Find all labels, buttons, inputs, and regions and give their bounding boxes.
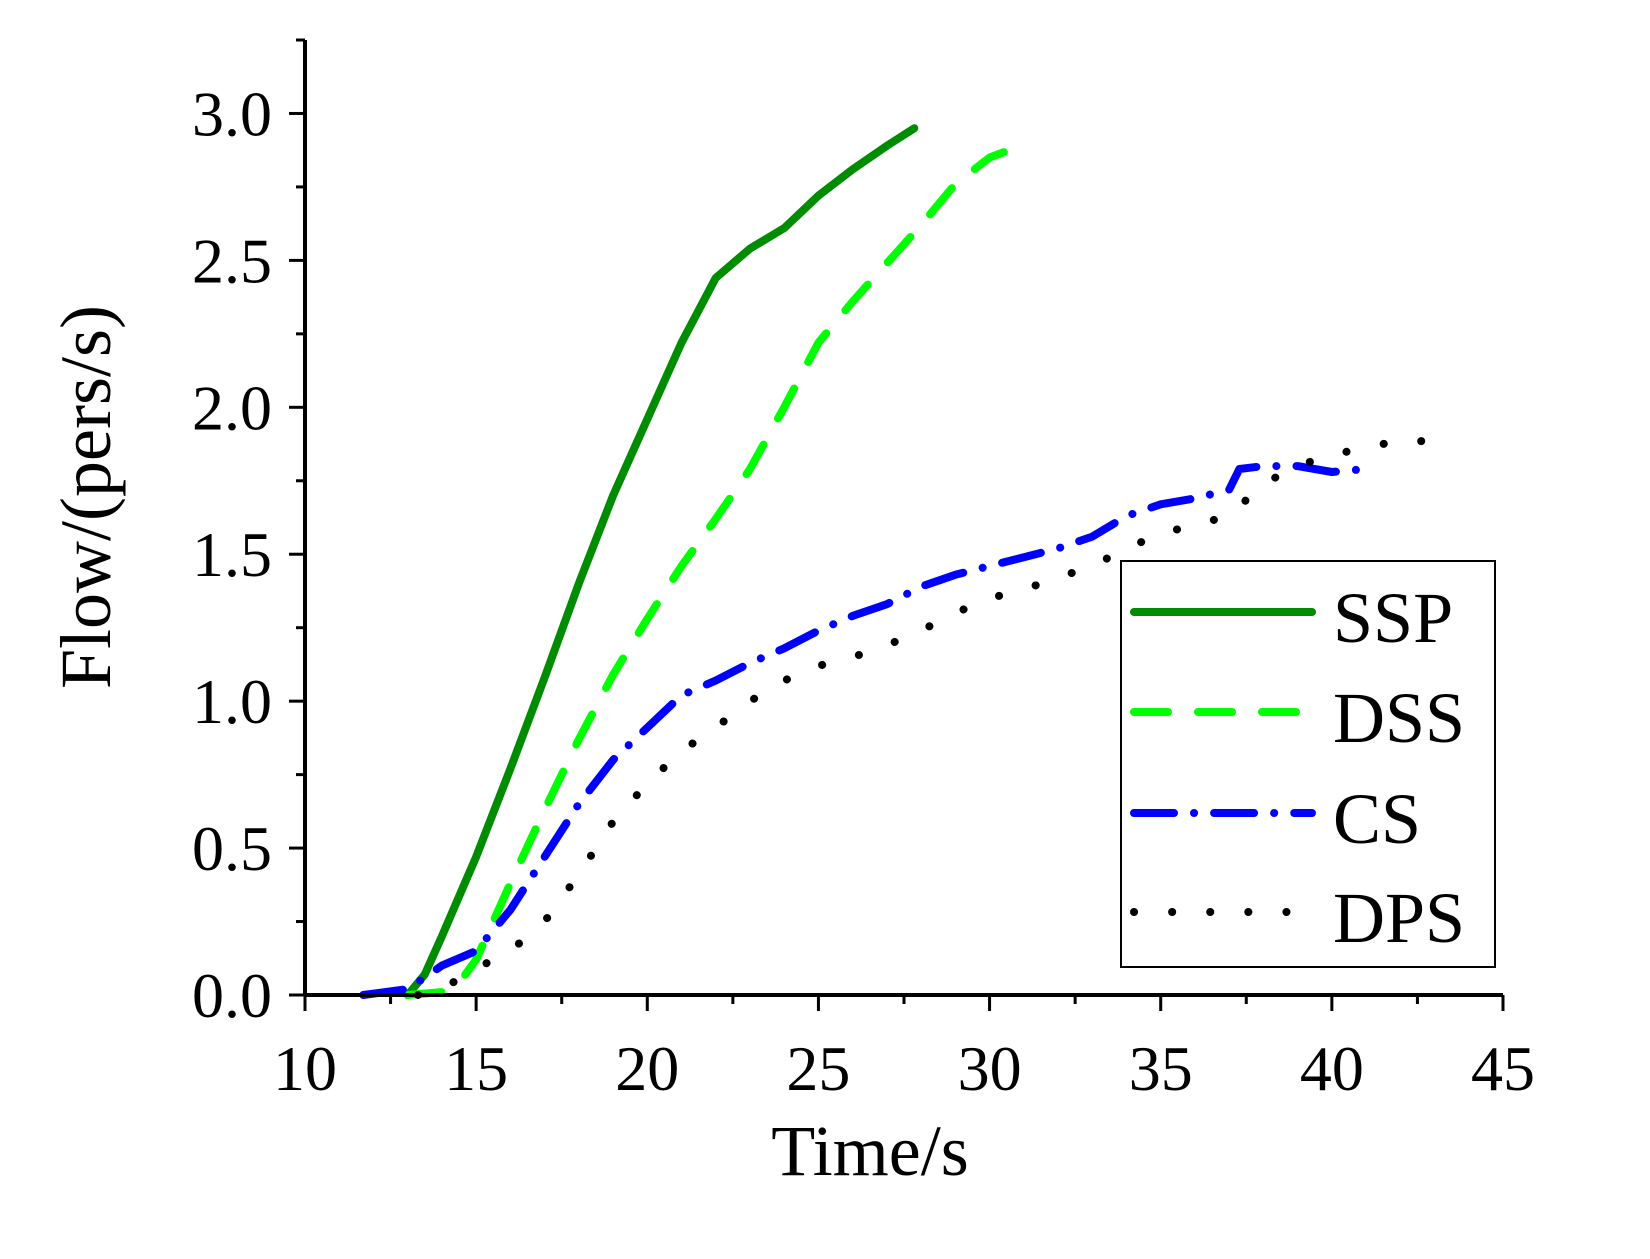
x-tick-label: 15 bbox=[444, 1033, 508, 1104]
x-tick-label: 35 bbox=[1129, 1033, 1193, 1104]
y-tick-label: 2.5 bbox=[192, 225, 272, 296]
series-layer bbox=[359, 124, 1446, 999]
x-tick-label: 40 bbox=[1300, 1033, 1364, 1104]
axes: 10 15 20 25 30 35 40 45 0.0 0.5 1.0 1.5 2.0 2.5 3.0 bbox=[192, 38, 1535, 1104]
legend-label-dps: DPS bbox=[1333, 878, 1465, 958]
x-tick-label: 20 bbox=[615, 1033, 679, 1104]
x-tick-label: 25 bbox=[786, 1033, 850, 1104]
legend-label-cs: CS bbox=[1333, 779, 1421, 859]
x-tick-label: 30 bbox=[958, 1033, 1022, 1104]
x-tick-label: 10 bbox=[273, 1033, 337, 1104]
y-tick-label: 1.5 bbox=[192, 519, 272, 590]
y-tick-label: 3.0 bbox=[192, 78, 272, 149]
y-tick-label: 0.5 bbox=[192, 813, 272, 884]
series-line-dss bbox=[403, 141, 1025, 999]
legend: SSP DSS CS DPS bbox=[1120, 560, 1496, 968]
y-tick-label: 2.0 bbox=[192, 372, 272, 443]
y-tick-label: 0.0 bbox=[192, 960, 272, 1031]
legend-label-dss: DSS bbox=[1333, 678, 1465, 758]
series-line-ssp bbox=[403, 124, 919, 999]
series-line-cs bbox=[359, 462, 1371, 999]
x-axis-label: Time/s bbox=[771, 1111, 968, 1191]
legend-box bbox=[1120, 560, 1496, 968]
legend-label-ssp: SSP bbox=[1333, 578, 1453, 658]
y-tick-label: 1.0 bbox=[192, 666, 272, 737]
x-tick-label: 45 bbox=[1471, 1033, 1535, 1104]
y-axis-label: Flow/(pers/s) bbox=[46, 305, 126, 689]
